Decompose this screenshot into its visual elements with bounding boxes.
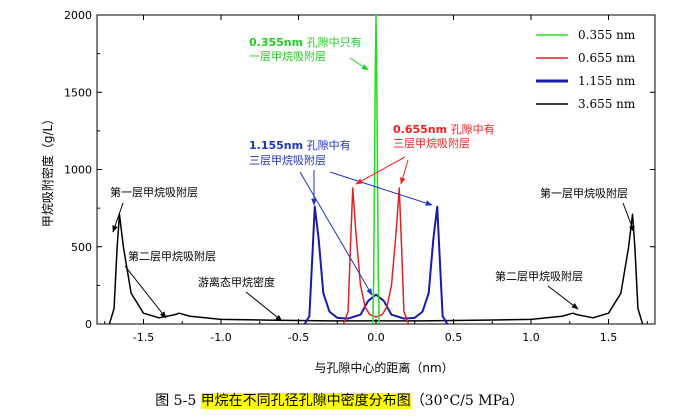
annotation-span: 第二层甲烷吸附层 xyxy=(495,269,583,283)
annotation-text: 第二层甲烷吸附层 xyxy=(128,249,216,263)
annotation-text: 0.655nm 孔隙中有 xyxy=(393,122,495,136)
series-line-0-655-nm xyxy=(342,187,410,325)
x-tick-label: 0.0 xyxy=(367,331,385,344)
x-axis-label: 与孔隙中心的距离（nm） xyxy=(314,360,453,375)
annotation-text: 第二层甲烷吸附层 xyxy=(495,269,583,283)
series-line-3-655-nm xyxy=(108,213,644,325)
y-axis-label: 甲烷吸附密度（g/L） xyxy=(40,113,55,227)
annotation-arrow xyxy=(329,171,433,206)
series-line-0-355-nm xyxy=(372,14,380,325)
annotation-text: 三层甲烷吸附层 xyxy=(249,153,326,167)
annotation-arrow xyxy=(124,265,167,319)
annotation-span: 游离态甲烷密度 xyxy=(198,275,275,289)
annotation-arrow xyxy=(400,159,409,185)
annotation-span: 第一层甲烷吸附层 xyxy=(540,186,628,200)
annotation-text: 1.155nm 孔隙中有 xyxy=(249,138,351,152)
annotation-text: 第一层甲烷吸附层 xyxy=(540,186,628,200)
annotation-text: 游离态甲烷密度 xyxy=(198,275,275,289)
annotation-text: 一层甲烷吸附层 xyxy=(249,49,326,63)
annotation-arrow xyxy=(245,291,283,322)
x-tick-label: -1.5 xyxy=(133,331,154,344)
annotation-span: 三层甲烷吸附层 xyxy=(393,136,470,150)
annotation-arrow xyxy=(299,171,373,296)
annotation-free-state: 游离态甲烷密度 xyxy=(198,275,275,289)
annotation-span: 第一层甲烷吸附层 xyxy=(110,185,198,199)
x-tick-label: -0.5 xyxy=(288,331,309,344)
caption-prefix: 图 5-5 xyxy=(155,393,201,409)
annotation-arrow xyxy=(112,202,124,233)
y-tick-label: 1500 xyxy=(64,86,92,99)
axes-layer: -1.5 -1.0 -0.5 0.0 0.5 1.0 1.5 0 500 1000 1500 2000 xyxy=(64,9,656,344)
legend-label: 1.155 nm xyxy=(578,74,636,88)
y-tick-label: 1000 xyxy=(64,164,92,177)
legend-label: 0.355 nm xyxy=(578,28,636,42)
y-tick-label: 0 xyxy=(85,318,92,331)
annotation-first-layer-right: 第一层甲烷吸附层 xyxy=(540,186,628,200)
annotation-span: 1.155nm xyxy=(249,139,303,152)
annotation-first-layer-left: 第一层甲烷吸附层 xyxy=(110,185,198,199)
y-tick-label: 2000 xyxy=(64,9,92,22)
annotation-second-layer-left: 第二层甲烷吸附层 xyxy=(128,249,216,263)
x-tick-label: 0.5 xyxy=(445,331,463,344)
annotation-span: 三层甲烷吸附层 xyxy=(249,153,326,167)
annotation-span: 孔隙中有 xyxy=(303,138,351,152)
annotation-second-layer-right: 第二层甲烷吸附层 xyxy=(495,269,583,283)
caption-title: 甲烷在不同孔径孔隙中密度分布图 xyxy=(200,393,411,409)
legend-label: 0.655 nm xyxy=(578,51,636,65)
legend: 0.355 nm 0.655 nm 1.155 nm 3.655 nm xyxy=(536,28,636,111)
series-line-1-155-nm xyxy=(303,205,449,325)
annotation-span: 孔隙中有 xyxy=(447,122,495,136)
series-layer xyxy=(108,14,644,325)
annotation-span: 0.655nm xyxy=(393,123,447,136)
x-tick-label: -1.0 xyxy=(210,331,231,344)
annotation-arrow xyxy=(547,285,579,310)
y-tick-label: 500 xyxy=(71,241,92,254)
figure-caption: 图 5-5 甲烷在不同孔径孔隙中密度分布图（30°C/5 MPa） xyxy=(0,390,679,410)
x-tick-label: 1.0 xyxy=(522,331,540,344)
annotation-text: 0.355nm 孔隙中只有 xyxy=(249,35,362,49)
annotation-span: 孔隙中只有 xyxy=(303,35,362,49)
caption-conditions: （30°C/5 MPa） xyxy=(410,393,524,409)
annotation-arrow xyxy=(349,57,369,71)
legend-label: 3.655 nm xyxy=(578,97,636,111)
annotation-span: 0.355nm xyxy=(249,36,303,49)
annotation-text: 三层甲烷吸附层 xyxy=(393,136,470,150)
annotation-span: 第二层甲烷吸附层 xyxy=(128,249,216,263)
annotation-span: 一层甲烷吸附层 xyxy=(249,49,326,63)
annotation-arrow xyxy=(355,156,406,185)
annotation-arrow xyxy=(622,202,635,233)
annotation-text: 第一层甲烷吸附层 xyxy=(110,185,198,199)
x-tick-label: 1.5 xyxy=(600,331,618,344)
